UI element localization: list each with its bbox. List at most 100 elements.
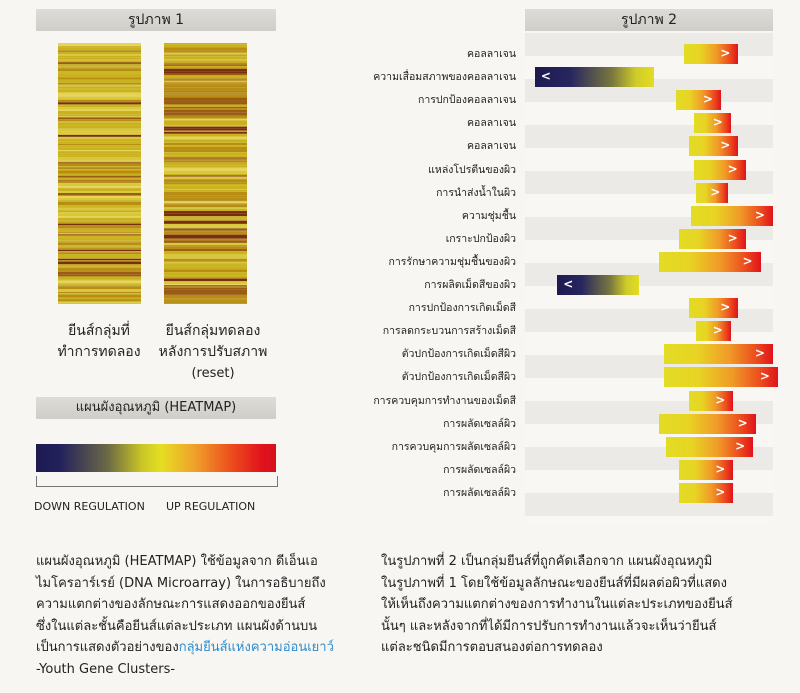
gene-label: การลดกระบวนการสร้างเม็ดสี xyxy=(382,325,516,338)
heatmap-stripe xyxy=(164,301,247,304)
heatmap-stripe xyxy=(58,205,141,208)
up-arrow-icon: > xyxy=(754,207,765,222)
heatmap-stripe xyxy=(58,169,141,171)
heatmap-stripe xyxy=(164,94,247,98)
heatmap-stripe xyxy=(58,60,141,63)
heatmap-stripe xyxy=(164,287,247,290)
heatmap-stripe xyxy=(58,270,141,272)
heatmap-stripe xyxy=(164,176,247,179)
up-regulation-label: UP REGULATION xyxy=(166,500,256,513)
heatmap-stripe xyxy=(58,240,141,243)
heatmap-stripe xyxy=(58,167,141,169)
heatmap-stripe xyxy=(164,56,247,60)
gene-label: เกราะปกป้องผิว xyxy=(445,232,516,245)
heatmap-stripe xyxy=(164,128,247,131)
caption-after-group: ยีนส์กลุ่มทดลอง หลังการปรับสภาพ (reset) xyxy=(146,321,280,384)
heatmap-stripe xyxy=(58,237,141,241)
gene-label: ตัวปกป้องการเกิดเม็ดสีผิว xyxy=(401,371,516,384)
caption-after-line-3: (reset) xyxy=(191,366,235,381)
heatmap-stripe xyxy=(164,182,247,184)
heatmap-stripe xyxy=(58,299,141,302)
heatmap-stripe xyxy=(164,97,247,101)
caption-after-line-1: ยีนส์กลุ่มทดลอง xyxy=(165,323,261,339)
heatmap-stripe xyxy=(164,207,247,209)
heatmap-stripe xyxy=(164,152,247,156)
heatmap-stripe xyxy=(58,179,141,181)
gene-label: การปกป้องคอลลาเจน xyxy=(417,94,516,107)
heatmap-stripe xyxy=(164,173,247,176)
heatmap-stripe xyxy=(164,145,247,147)
heatmap-stripe xyxy=(58,225,141,229)
heatmap-stripe xyxy=(58,228,141,232)
heatmap-stripe xyxy=(164,260,247,262)
heatmap-stripe xyxy=(164,106,247,108)
heatmap-stripe xyxy=(164,71,247,74)
heatmap-stripe xyxy=(58,93,141,97)
heatmap-stripe xyxy=(58,102,141,105)
heatmap-stripe xyxy=(164,246,247,250)
heatmap-stripe xyxy=(164,82,247,84)
heatmap-stripe xyxy=(164,245,247,247)
heatmap-stripe xyxy=(58,302,141,304)
heatmap-stripe xyxy=(164,277,247,279)
heatmap-stripe xyxy=(58,245,141,247)
gene-label: คอลลาเจน xyxy=(466,48,516,60)
heatmap-stripe xyxy=(164,294,247,299)
heatmap-stripe xyxy=(58,114,141,117)
heatmap-stripe xyxy=(164,190,247,192)
heatmap-stripe xyxy=(164,91,247,93)
up-arrow-icon: > xyxy=(712,323,723,338)
heatmap-stripe xyxy=(58,73,141,78)
gene-regulation-bar: > xyxy=(658,251,761,272)
heatmap-stripe xyxy=(58,175,141,178)
heatmap-stripe xyxy=(164,217,247,219)
para-left-line: ความแตกต่างของลักษณะการแสดงออกของยีนส์ xyxy=(36,597,306,612)
gene-label: การผลัดเซลล์ผิว xyxy=(443,463,516,476)
heatmap-stripe xyxy=(58,234,141,236)
para-left-line: ซึ่งในแต่ละชั้นคือยีนส์แต่ละประเภท แผนผั… xyxy=(36,618,318,634)
heatmap-stripe xyxy=(164,183,247,186)
heatmap-stripe xyxy=(58,200,141,202)
heatmap-stripe xyxy=(164,179,247,183)
heatmap-column-before xyxy=(58,43,141,304)
heatmap-stripe xyxy=(164,155,247,158)
heatmap-stripe xyxy=(58,151,141,154)
heatmap-stripe xyxy=(164,216,247,218)
heatmap-stripe xyxy=(164,160,247,163)
heatmap-stripe xyxy=(164,47,247,51)
heatmap-stripe xyxy=(164,208,247,212)
heatmap-stripe xyxy=(164,195,247,198)
heatmap-stripe xyxy=(58,235,141,238)
gene-label: คอลลาเจน xyxy=(466,140,516,153)
heatmap-stripe xyxy=(58,260,141,262)
heatmap-stripe xyxy=(58,155,141,158)
down-regulation-label: DOWN REGULATION xyxy=(34,500,145,513)
caption-before-group: ยีนส์กลุ่มที่ ทำการทดลอง xyxy=(40,321,158,363)
heatmap-stripe xyxy=(164,52,247,55)
up-arrow-icon: > xyxy=(754,346,765,361)
gene-label: การควบคุมการผลัดเซลล์ผิว xyxy=(391,440,516,453)
heatmap-stripe xyxy=(164,158,247,161)
heatmap-stripe xyxy=(58,145,141,147)
heatmap-stripe xyxy=(164,289,247,293)
heatmap-stripe xyxy=(58,293,141,295)
legend-bracket xyxy=(36,476,278,487)
heatmap-stripe xyxy=(164,188,247,191)
up-arrow-icon: > xyxy=(735,438,746,453)
heatmap-stripe xyxy=(58,71,141,73)
heatmap-stripe xyxy=(58,54,141,56)
gene-label: ความชุ่มชื้น xyxy=(461,209,516,222)
heatmap-stripe xyxy=(164,146,247,150)
heatmap-stripe xyxy=(58,276,141,280)
heatmap-stripe xyxy=(164,175,247,177)
heatmap-stripe xyxy=(164,80,247,83)
up-arrow-icon: > xyxy=(702,92,713,107)
heatmap-stripe xyxy=(58,163,141,167)
heatmap-stripe xyxy=(58,210,141,213)
heatmap-stripe xyxy=(58,160,141,163)
figure-2-description: ในรูปภาพที่ 2 เป็นกลุ่มยีนส์ที่ถูกคัดเลื… xyxy=(381,551,771,659)
heatmap-stripe xyxy=(164,64,247,66)
heatmap-stripe xyxy=(164,284,247,286)
gene-regulation-bar: > xyxy=(693,159,746,180)
gene-label: การผลิตเม็ดสีของผิว xyxy=(424,279,516,291)
